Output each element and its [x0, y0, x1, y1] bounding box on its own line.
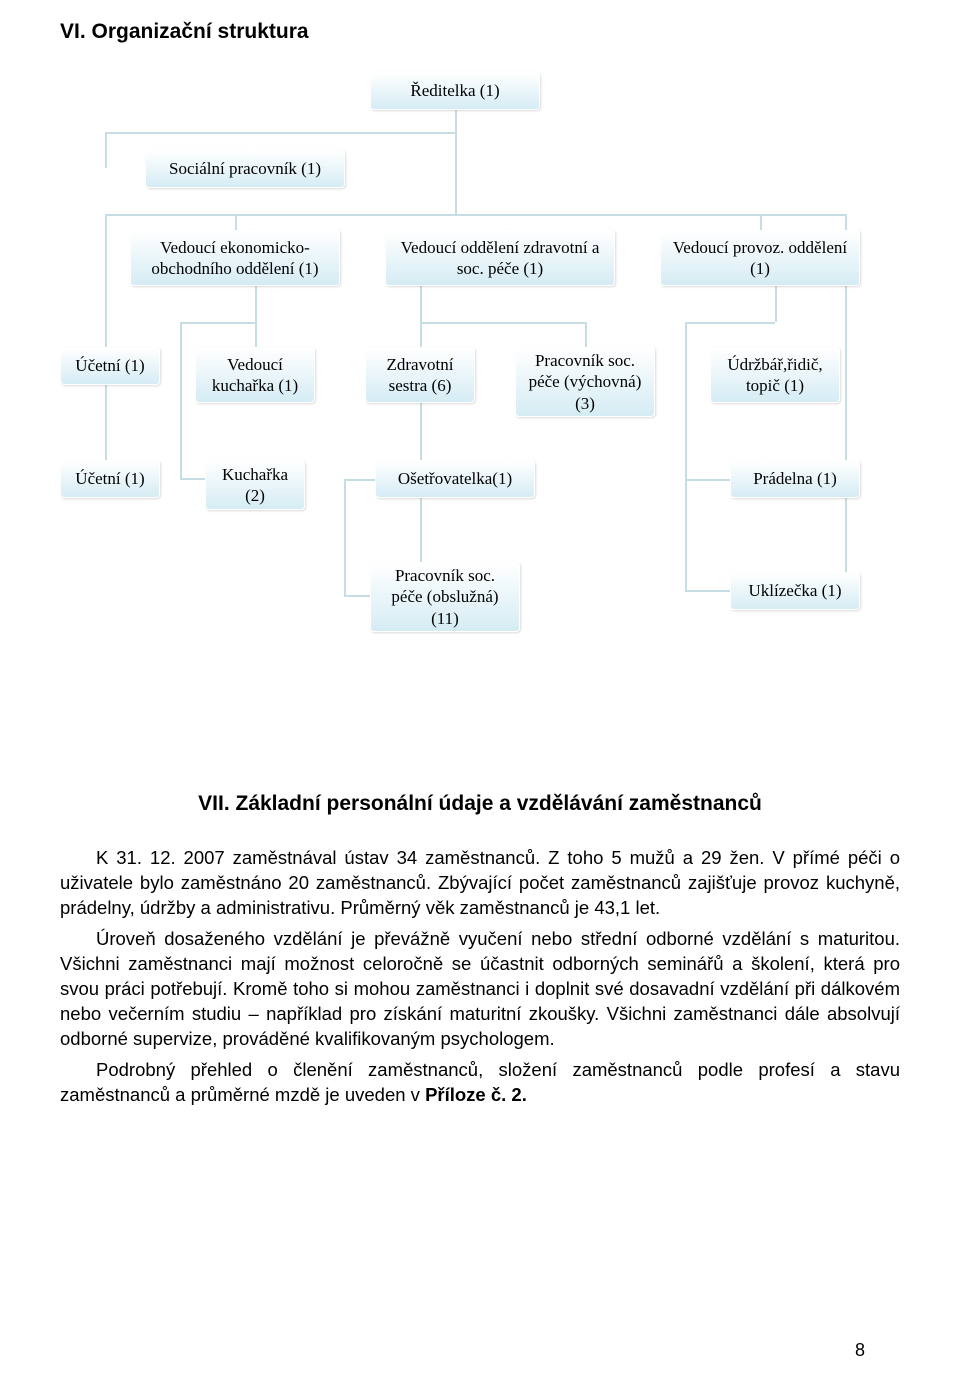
org-chart-connector [760, 214, 762, 230]
paragraph-1: K 31. 12. 2007 zaměstnával ústav 34 zamě… [60, 846, 900, 921]
org-chart-connector [455, 214, 457, 215]
paragraph-3: Podrobný přehled o členění zaměstnanců, … [60, 1058, 900, 1108]
org-chart-connector [255, 286, 257, 347]
paragraph-3-bold: Příloze č. 2. [425, 1084, 527, 1105]
org-node-kucharka: Kuchařka (2) [205, 460, 305, 510]
org-chart-connector [344, 479, 377, 481]
org-chart-connector [180, 478, 207, 480]
org-chart-connector [235, 214, 237, 230]
org-node-ucetni2: Účetní (1) [60, 460, 160, 498]
org-node-provoz: Vedoucí provoz. oddělení (1) [660, 230, 860, 286]
org-chart-connector [105, 214, 847, 216]
section-title: VII. Základní personální údaje a vzděláv… [60, 792, 900, 816]
org-node-pradelna: Prádelna (1) [730, 460, 860, 498]
org-node-udrzbar: Údržbář,řidič, topič (1) [710, 347, 840, 403]
org-chart-connector [180, 322, 257, 324]
org-chart-connector [180, 322, 182, 478]
org-node-osetr: Ošetřovatelka(1) [375, 460, 535, 498]
org-chart-connector [685, 479, 732, 481]
org-node-sestra: Zdravotní sestra (6) [365, 347, 475, 403]
org-node-uklizecka: Uklízečka (1) [730, 572, 860, 610]
org-node-reditelka: Ředitelka (1) [370, 72, 540, 110]
org-node-ekon: Vedoucí ekonomicko- obchodního oddělení … [130, 230, 340, 286]
org-node-zdrav: Vedoucí oddělení zdravotní a soc. péče (… [385, 230, 615, 286]
org-chart-connector [455, 132, 457, 150]
org-chart-connector [685, 322, 775, 324]
org-chart-connector [685, 590, 732, 592]
page-title: VI. Organizační struktura [60, 20, 900, 44]
org-node-ucetni1: Účetní (1) [60, 347, 160, 385]
org-chart-connector [775, 286, 777, 322]
org-chart-connector [344, 595, 370, 597]
org-chart: Ředitelka (1) Sociální pracovník (1) Vedou… [60, 72, 900, 732]
org-chart-connector [105, 132, 107, 168]
org-chart-connector [105, 132, 457, 134]
org-chart-connector [685, 322, 687, 590]
org-node-vychovna: Pracovník soc. péče (výchovná) (3) [515, 347, 655, 417]
org-chart-connector [344, 479, 346, 595]
org-node-vedkuch: Vedoucí kuchařka (1) [195, 347, 315, 403]
org-chart-connector [420, 322, 587, 324]
org-chart-connector [585, 322, 587, 347]
body-text: K 31. 12. 2007 zaměstnával ústav 34 zamě… [60, 846, 900, 1108]
org-chart-connector [455, 110, 457, 214]
paragraph-2: Úroveň dosaženého vzdělání je převážně v… [60, 927, 900, 1052]
page-number: 8 [855, 1340, 865, 1361]
org-node-socialni: Sociální pracovník (1) [145, 150, 345, 188]
org-node-obsluzna: Pracovník soc. péče (obslužná) (11) [370, 562, 520, 632]
org-chart-connector [420, 286, 422, 596]
